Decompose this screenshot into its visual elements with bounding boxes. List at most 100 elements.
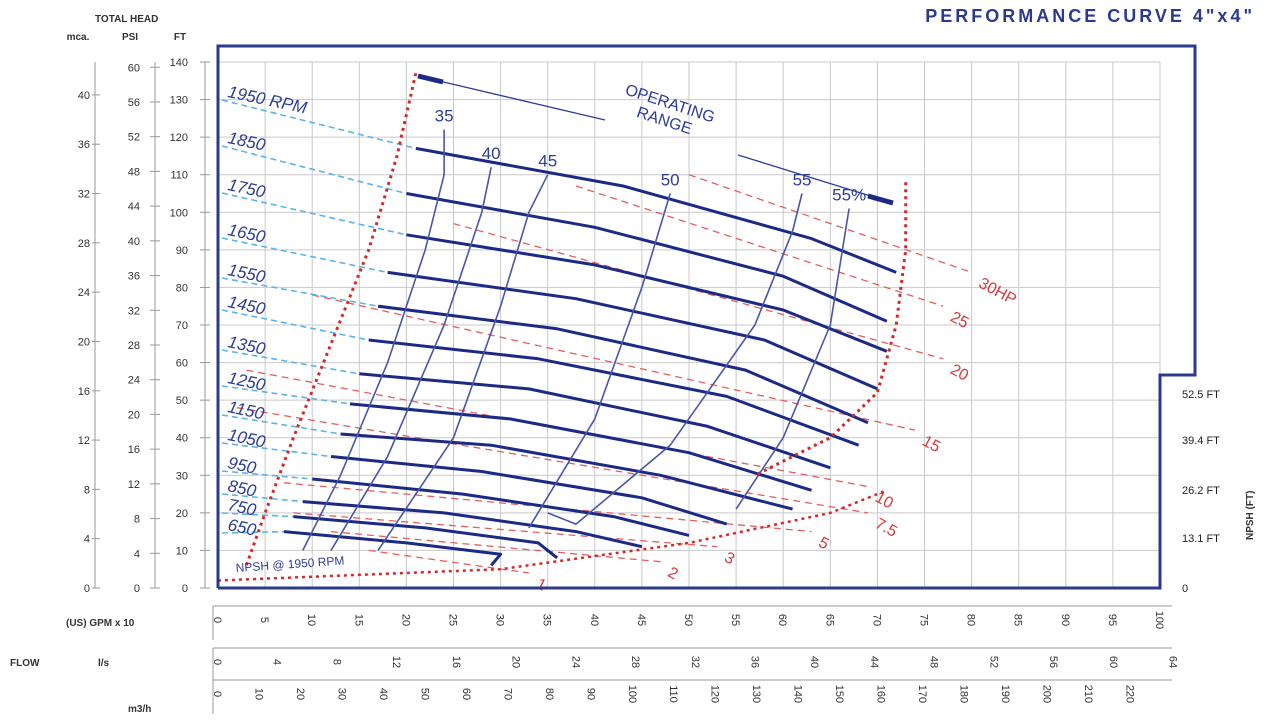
mca-tick-label: 32 (78, 189, 90, 201)
rpm-curve (359, 372, 831, 470)
m3h-tick-label: 110 (667, 685, 679, 703)
hp-line (293, 512, 718, 548)
rpm-curve (312, 477, 690, 537)
efficiency-curve (377, 174, 549, 551)
rpm-curve (406, 233, 888, 353)
rpm-curve (293, 515, 559, 560)
ft-tick-label: 50 (176, 395, 188, 407)
rpm-curve (415, 146, 897, 274)
ft-tick-label: 70 (176, 320, 188, 332)
rpm-lead-line (221, 442, 332, 458)
ft-tick-label: 110 (170, 170, 188, 182)
total-head-header: TOTAL HEAD (95, 14, 158, 25)
hp-line (368, 549, 529, 574)
gpm-axis-label: (US) GPM x 10 (66, 618, 135, 629)
ft-tick-label: 10 (176, 545, 188, 557)
ft-tick-label: 80 (176, 282, 188, 294)
ft-tick-label: 20 (176, 508, 188, 520)
m3h-tick-label: 130 (750, 685, 762, 703)
hp-line (575, 185, 944, 307)
npsh-tick-label: 0 (1182, 583, 1188, 595)
rpm-curve (387, 270, 878, 391)
gpm-tick-label: 50 (682, 614, 694, 626)
ls-tick-label: 24 (569, 656, 581, 668)
psi-tick-label: 0 (134, 583, 140, 595)
rpm-curve (302, 500, 643, 549)
m3h-tick-label: 0 (211, 691, 223, 697)
rpm-lead-line (221, 99, 417, 150)
ls-tick-label: 28 (629, 656, 641, 668)
ls-label: l/s (98, 658, 110, 669)
ft-tick-label: 100 (170, 207, 188, 219)
gpm-tick-label: 80 (965, 614, 977, 626)
mca-tick-label: 16 (78, 386, 90, 398)
m3h-tick-label: 150 (833, 685, 845, 703)
rpm-lead-line (221, 145, 407, 195)
operating-range-pointer-left (417, 75, 606, 121)
psi-tick-label: 12 (128, 479, 140, 491)
psi-tick-label: 60 (128, 62, 140, 74)
m3h-tick-label: 50 (418, 688, 430, 700)
m3h-tick-label: 20 (294, 688, 306, 700)
chart-annotations (217, 72, 908, 582)
rpm-curve (283, 530, 503, 567)
rpm-lead-line (221, 512, 294, 518)
gpm-tick-label: 20 (399, 614, 411, 626)
ls-tick-label: 40 (808, 656, 820, 668)
rpm-lead-line (221, 277, 379, 308)
ft-tick-label: 40 (176, 433, 188, 445)
efficiency-curve (330, 167, 492, 551)
psi-tick-label: 28 (128, 340, 140, 352)
mca-tick-label: 8 (84, 484, 90, 496)
m3h-tick-label: 90 (584, 688, 596, 700)
operating-range-marker-left (417, 73, 444, 85)
efficiency-label: 40 (482, 144, 501, 163)
ls-tick-label: 32 (689, 656, 701, 668)
efficiency-label: 55% (832, 186, 866, 205)
rpm-lead-line (221, 192, 407, 236)
chart-title: PERFORMANCE CURVE 4"x4" (925, 6, 1255, 26)
m3h-tick-label: 160 (875, 685, 887, 703)
rpm-curve (377, 304, 869, 425)
mca-tick-label: 40 (78, 90, 90, 102)
gpm-tick-label: 90 (1059, 614, 1071, 626)
gpm-tick-label: 0 (211, 617, 223, 623)
rpm-lead-line (221, 385, 350, 405)
psi-tick-label: 24 (128, 375, 140, 387)
m3h-tick-label: 120 (709, 685, 721, 703)
m3h-tick-label: 180 (958, 685, 970, 703)
m3h-tick-label: 70 (501, 688, 513, 700)
mca-tick-label: 12 (78, 435, 90, 447)
m3h-tick-label: 190 (999, 685, 1011, 703)
psi-tick-label: 20 (128, 409, 140, 421)
hp-line (312, 294, 916, 431)
psi-tick-label: 4 (134, 548, 140, 560)
efficiency-curve (547, 193, 803, 525)
m3h-tick-label: 60 (460, 688, 472, 700)
ls-tick-label: 0 (211, 659, 223, 665)
m3h-tick-label: 140 (792, 685, 804, 703)
gpm-tick-label: 75 (918, 614, 930, 626)
gpm-tick-label: 45 (635, 614, 647, 626)
operating-range-marker-right (867, 193, 894, 206)
ls-tick-label: 64 (1167, 656, 1179, 668)
ft-tick-label: 140 (170, 57, 188, 69)
rpm-lead-line (221, 470, 313, 480)
rpm-lead-line (221, 349, 360, 375)
rpm-curve (349, 402, 812, 492)
mca-tick-label: 24 (78, 287, 90, 299)
m3h-tick-label: 220 (1123, 685, 1135, 703)
gpm-tick-label: 10 (305, 614, 317, 626)
gpm-tick-label: 100 (1153, 611, 1165, 629)
ls-tick-label: 48 (928, 656, 940, 668)
mca-tick-label: 20 (78, 336, 90, 348)
gpm-tick-label: 35 (541, 614, 553, 626)
m3h-tick-label: 30 (335, 688, 347, 700)
gpm-tick-label: 40 (588, 614, 600, 626)
mca-tick-label: 36 (78, 139, 90, 151)
gpm-tick-label: 70 (870, 614, 882, 626)
gpm-tick-label: 95 (1106, 614, 1118, 626)
ft-tick-label: 60 (176, 358, 188, 370)
m3h-label: m3/h (128, 704, 151, 715)
